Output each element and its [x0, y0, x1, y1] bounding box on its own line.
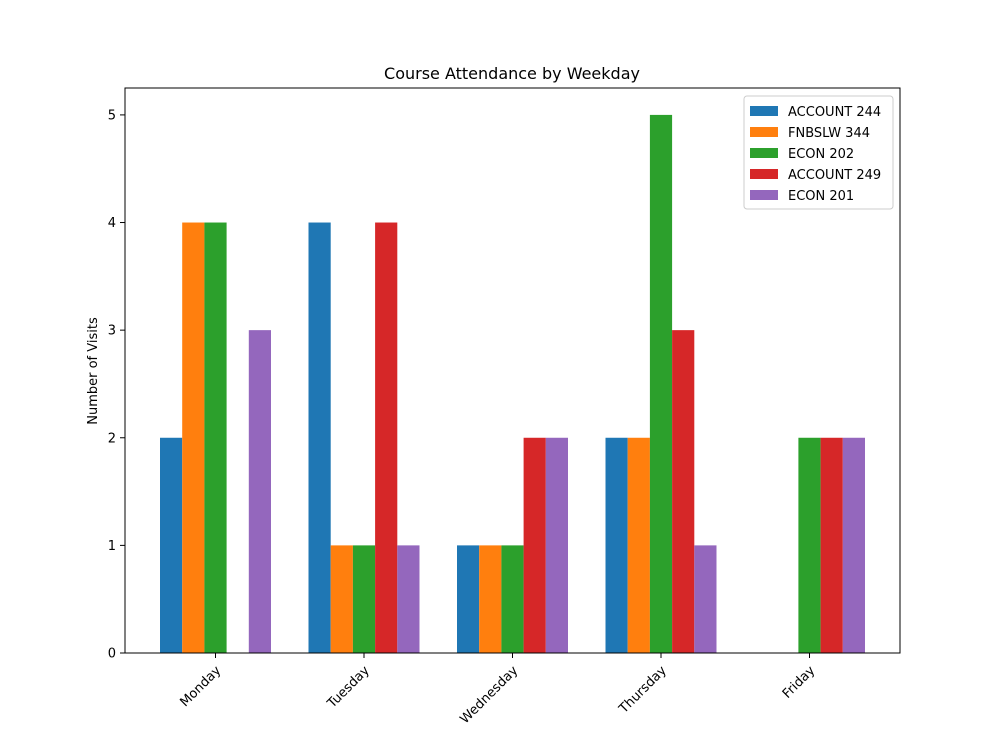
- y-axis: 0 1 2 3 4 5: [108, 108, 125, 662]
- y-tick-label: 0: [108, 647, 116, 662]
- legend: ACCOUNT 244 FNBSLW 344 ECON 202 ACCOUNT 249…: [743, 95, 894, 210]
- x-tick-label: Monday: [177, 663, 224, 710]
- y-tick-label: 5: [108, 108, 116, 123]
- bar-account-244-tuesday: [308, 222, 331, 653]
- bar-fnbslw-344-monday: [182, 222, 205, 653]
- legend-swatch: [750, 148, 778, 158]
- bar-fnbslw-344-tuesday: [330, 545, 353, 653]
- y-tick-label: 2: [108, 431, 116, 446]
- bar-econ-201-wednesday: [545, 437, 568, 653]
- bar-econ-202-tuesday: [352, 545, 376, 653]
- bar-econ-202-wednesday: [501, 545, 524, 653]
- bar-account-249-thursday: [672, 330, 695, 653]
- x-tick-label: Thursday: [616, 663, 670, 717]
- y-axis-label: Number of Visits: [86, 317, 101, 425]
- bar-econ-201-tuesday: [397, 545, 420, 653]
- bar-econ-201-friday: [842, 437, 865, 653]
- legend-label: ACCOUNT 249: [788, 168, 881, 183]
- bar-account-249-tuesday: [375, 222, 398, 653]
- y-tick-label: 4: [108, 216, 116, 231]
- y-tick-label: 1: [108, 539, 116, 554]
- bar-econ-202-monday: [204, 222, 227, 653]
- legend-label: ECON 202: [788, 147, 854, 162]
- legend-swatch: [750, 190, 778, 200]
- legend-swatch: [750, 127, 778, 137]
- bar-econ-201-thursday: [694, 545, 717, 653]
- x-tick-label: Tuesday: [324, 663, 373, 712]
- bar-econ-202-friday: [798, 437, 821, 653]
- bar-account-244-monday: [160, 437, 183, 653]
- x-axis: Monday Tuesday Wednesday Thursday Friday: [177, 653, 819, 727]
- x-tick-label: Wednesday: [458, 663, 522, 727]
- bar-fnbslw-344-wednesday: [479, 545, 502, 653]
- bar-econ-202-thursday: [649, 114, 673, 653]
- x-tick-label: Friday: [780, 663, 819, 702]
- bar-account-244-thursday: [605, 437, 628, 653]
- plot-frame: [124, 87, 901, 654]
- bar-fnbslw-344-thursday: [627, 437, 650, 653]
- chart-title: Course Attendance by Weekday: [384, 64, 640, 83]
- legend-label: ACCOUNT 244: [788, 105, 881, 120]
- legend-label: FNBSLW 344: [788, 126, 870, 141]
- bar-account-244-wednesday: [457, 545, 480, 653]
- legend-swatch: [750, 169, 778, 179]
- legend-box: [743, 95, 894, 210]
- bar-account-249-friday: [820, 437, 843, 653]
- y-tick-label: 3: [108, 324, 116, 339]
- bar-econ-201-monday: [248, 330, 271, 653]
- legend-swatch: [750, 106, 778, 116]
- bars-group: [160, 114, 865, 653]
- legend-label: ECON 201: [788, 189, 854, 204]
- bar-account-249-wednesday: [523, 437, 546, 653]
